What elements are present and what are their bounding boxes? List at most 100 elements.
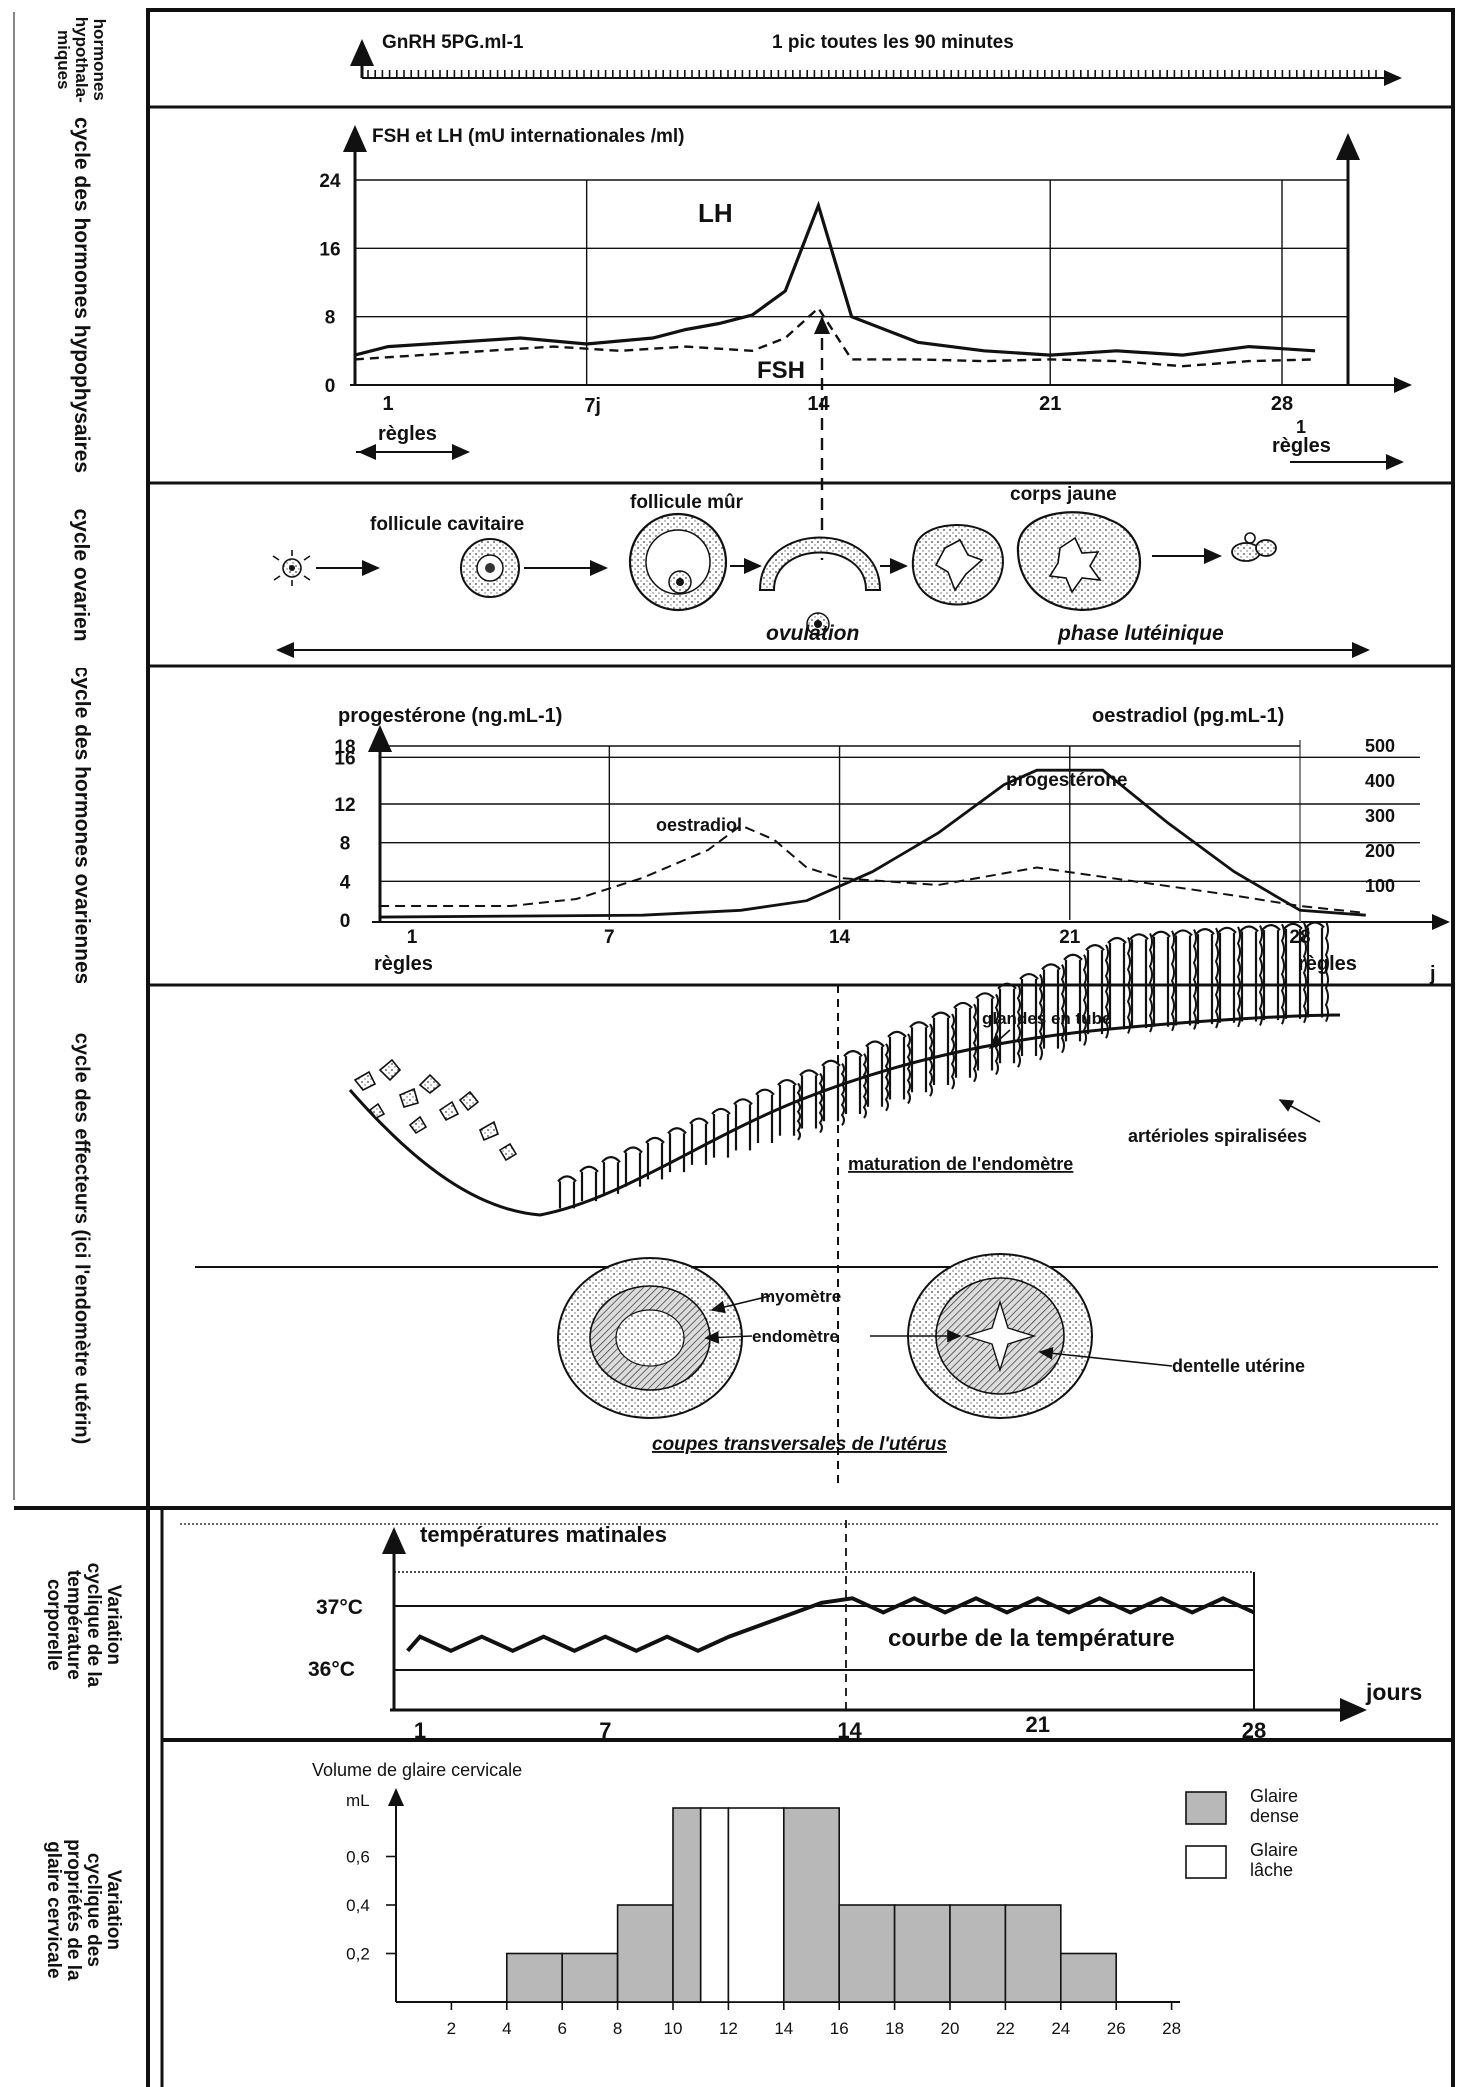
coupes-label: coupes transversales de l'utérus [652, 1434, 947, 1455]
temp-x-tick-label: 7 [599, 1718, 611, 1743]
fsh-line [354, 306, 1316, 368]
mucus-x-tick-label: 8 [613, 2019, 622, 2038]
mucus-x-tick-label: 12 [719, 2019, 738, 2038]
ovh-left-tick-label: 8 [340, 834, 351, 855]
mucus-x-tick-label: 16 [830, 2019, 849, 2038]
progesterone-axis-title: progestérone (ng.mL-1) [338, 705, 562, 727]
gland-top [711, 1107, 731, 1115]
ovh-left-tick-label: 0 [340, 911, 351, 932]
mucus-y-tick-label: 0,6 [346, 1848, 370, 1867]
pituitary-x-tick-label: 21 [1039, 393, 1061, 415]
spiral-arteriole [1126, 936, 1131, 1034]
mucus-bar-dense [672, 1807, 702, 2003]
gland-top [1173, 929, 1193, 937]
mucus-x-tick-label: 10 [664, 2019, 683, 2038]
ovh-grid [380, 745, 1420, 920]
spiral-arteriole [840, 1062, 845, 1126]
gland-top [1261, 924, 1281, 931]
mucus-x-tick-label: 18 [885, 2019, 904, 2038]
mucus-x-tick-label: 28 [1162, 2019, 1181, 2038]
table-frame [13, 8, 1455, 2087]
endometrium-baseline [348, 1013, 1341, 1217]
ovh-right-tick-label: 100 [1365, 876, 1395, 896]
corps-jaune-label: corps jaune [1010, 484, 1117, 505]
gland-top [1019, 972, 1039, 980]
mucus-bar-dense [505, 1952, 563, 2003]
fsh-label: FSH [757, 357, 805, 384]
myometre-label: myomètre [760, 1287, 841, 1306]
spiral-arteriole [862, 1053, 867, 1119]
gland-top [1217, 926, 1237, 934]
ovh-left-tick-label: 4 [340, 872, 351, 893]
regles-right-num: 1 [1296, 417, 1306, 437]
endometrium-section: glandes en tube artérioles spiralisées m… [195, 921, 1438, 1455]
ovh-right-tick-label: 500 [1365, 736, 1395, 756]
spiral-arteriole [1258, 925, 1263, 1026]
mucus-bar-lache [699, 1807, 730, 2003]
gland-tube [624, 1152, 642, 1187]
ovh-right-tick-label: 300 [1365, 806, 1395, 826]
pituitary-y-tick-label: 8 [325, 308, 336, 329]
corpus-luteum [1016, 511, 1142, 611]
gland-top [645, 1136, 665, 1144]
legend-lache-line2: lâche [1250, 1860, 1293, 1880]
spiral-arteriole [818, 1072, 823, 1134]
gland-top [557, 1175, 577, 1183]
gland-top [1085, 944, 1105, 951]
oestradiol-axis-title: oestradiol (pg.mL-1) [1092, 705, 1284, 727]
gland-tube [954, 1007, 972, 1078]
gland-tube [888, 1036, 906, 1100]
ovh-x-tick-label: 1 [407, 927, 418, 948]
follicule-mur-label: follicule mûr [630, 492, 744, 513]
temp-37-label: 37°C [316, 1596, 363, 1619]
ovh-left-tick-label: 12 [334, 795, 355, 816]
mucus-bar-dense [893, 1904, 951, 2003]
gland-top [1129, 933, 1149, 941]
temp-x-ticks: 1 7 14 21 28 [414, 1712, 1266, 1743]
spiral-arteriole [1038, 974, 1043, 1061]
mucus-bar-dense [561, 1952, 619, 2003]
mucus-x-tick-label: 20 [941, 2019, 960, 2038]
mucus-title: Volume de glaire cervicale [312, 1760, 522, 1780]
mucus-chart: Volume de glaire cervicale mL 0,60,40,2 … [312, 1760, 1299, 2038]
ovh-x-tick-label: 14 [829, 927, 851, 948]
gland-top [1305, 921, 1325, 929]
gland-tube [646, 1142, 664, 1180]
mucus-y-tick-label: 0,2 [346, 1945, 370, 1964]
glandes-label: glandes en tube [982, 1009, 1111, 1028]
gland-top [777, 1078, 797, 1086]
gland-tube [1064, 959, 1082, 1042]
mucus-x-tick-label: 2 [447, 2019, 456, 2038]
ovh-right-ticks: 500 400 300 200 100 [1365, 736, 1395, 896]
ovarian-cycle: follicule cavitaire follicule mûr corps … [272, 484, 1370, 658]
gland-top [755, 1088, 775, 1096]
primordial-follicle [272, 550, 311, 586]
gnrh-pulse-text: 1 pic toutes les 90 minutes [772, 32, 1014, 53]
spiral-arteriole [1060, 964, 1065, 1054]
mucus-bar-dense [616, 1904, 674, 2003]
gland-top [1063, 953, 1083, 961]
gland-top [843, 1050, 863, 1057]
spiral-arteriole [1236, 926, 1241, 1028]
uterus-section-thin [557, 1257, 743, 1419]
mucus-bar-dense [782, 1807, 840, 2003]
gland-top [821, 1059, 841, 1067]
gland-tube [1086, 950, 1104, 1035]
progesterone-curve-label: progestérone [1006, 770, 1127, 791]
ovh-regles-left: règles [374, 953, 433, 975]
gland-top [579, 1165, 599, 1173]
pituitary-chart: 24 16 8 0 1 7j 14 21 28 FSH et LH (mU internati… [319, 125, 1412, 470]
pituitary-x-tick-label: 7j [584, 395, 601, 417]
lh-label: LH [698, 198, 733, 228]
temp-x-tick-label: 1 [414, 1718, 426, 1743]
follicule-cavitaire-label: follicule cavitaire [370, 514, 524, 535]
temp-36-label: 36°C [308, 1658, 355, 1681]
gland-tube [1042, 969, 1060, 1049]
pituitary-y-tick-label: 16 [319, 239, 340, 260]
spiral-arteriole [994, 993, 999, 1075]
gland-tube [866, 1046, 884, 1107]
mucus-y-ticks: 0,6 0,4 0,2 [346, 1848, 396, 1964]
gnrh-pulses [367, 70, 1377, 78]
temp-x-tick-label: 14 [837, 1718, 862, 1743]
